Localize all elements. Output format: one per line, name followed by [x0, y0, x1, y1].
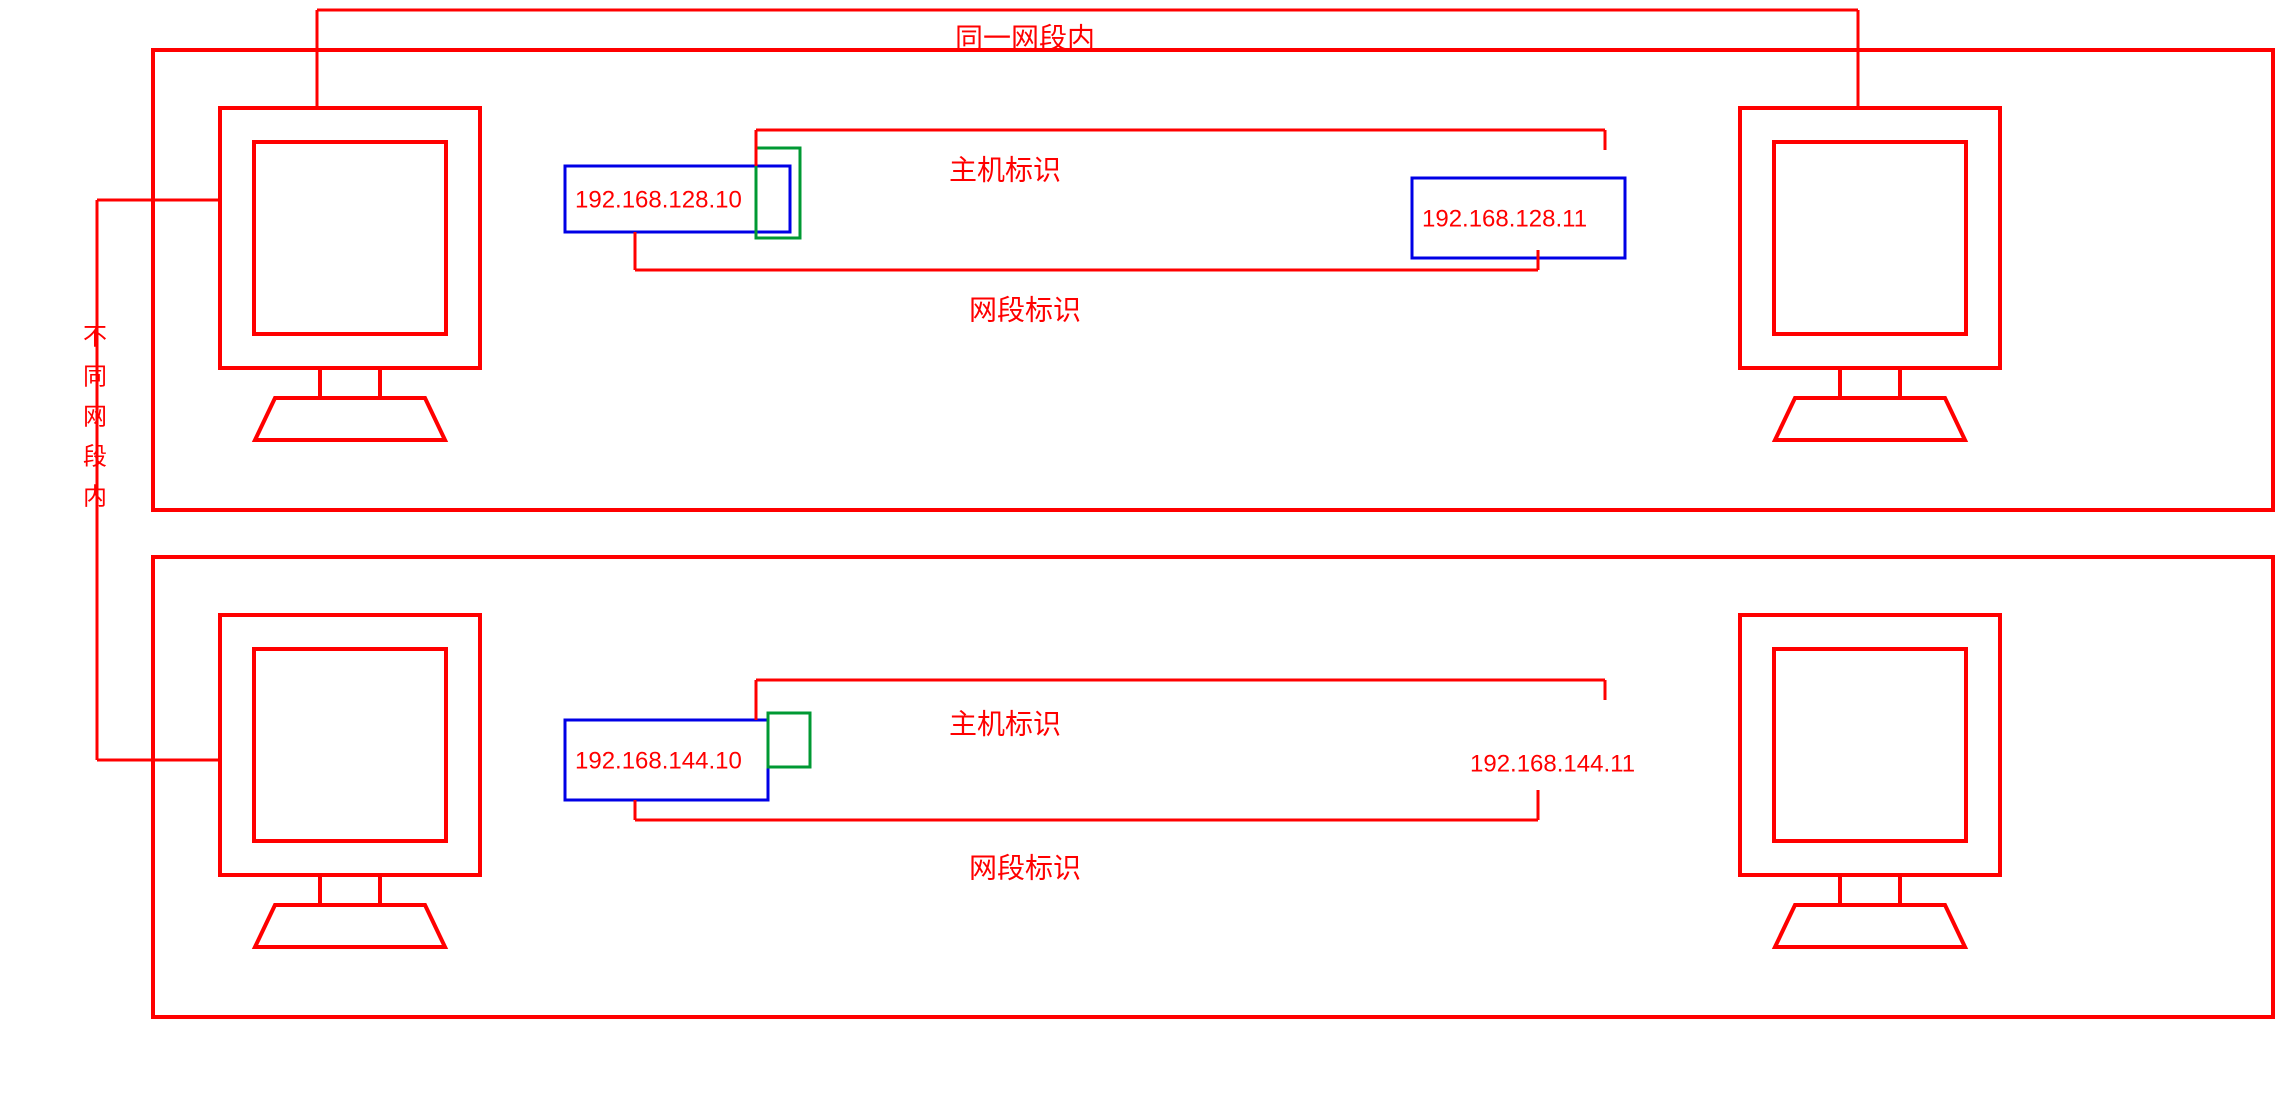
ip-top-left-hostpart [756, 148, 800, 238]
computer-icon-top-left [220, 108, 480, 440]
svg-text:同: 同 [83, 363, 107, 390]
computer-icon-bottom-left [220, 615, 480, 947]
svg-text:网: 网 [83, 403, 107, 430]
svg-text:不: 不 [83, 323, 107, 350]
label-same-segment: 同一网段内 [955, 22, 1095, 53]
computer-icon-bottom-right [1740, 615, 2000, 947]
label-top-segment-id: 网段标识 [969, 294, 1081, 325]
ip-bottom-right-text: 192.168.144.11 [1470, 750, 1635, 777]
label-diff-segment: 不同网段内 [83, 323, 107, 510]
label-top-host-id: 主机标识 [949, 154, 1061, 185]
label-bot-segment-id: 网段标识 [969, 852, 1081, 883]
ip-bottom-left-text: 192.168.144.10 [575, 747, 742, 774]
label-bot-host-id: 主机标识 [949, 708, 1061, 739]
computer-icon-top-right [1740, 108, 2000, 440]
ip-top-right-text: 192.168.128.11 [1422, 205, 1587, 232]
svg-text:内: 内 [83, 483, 107, 510]
ip-top-left-text: 192.168.128.10 [575, 186, 742, 213]
ip-bottom-left-hostpart [768, 713, 810, 767]
svg-text:段: 段 [83, 443, 107, 470]
